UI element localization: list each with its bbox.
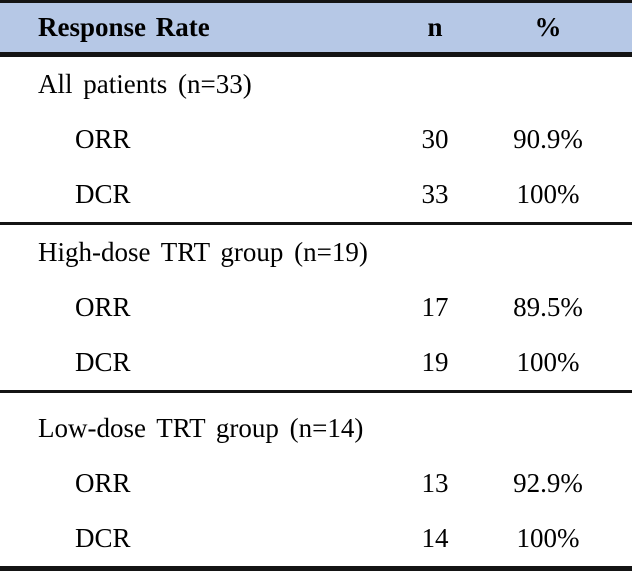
table-row: DCR 19 100%	[0, 335, 632, 390]
row-n-value: 14	[421, 523, 449, 553]
row-n-value: 19	[421, 347, 449, 377]
row-n-value: 33	[421, 179, 449, 209]
section-title-row: High-dose TRT group (n=19)	[0, 225, 632, 280]
header-col-response-rate: Response Rate	[38, 12, 210, 42]
row-label: ORR	[75, 468, 131, 498]
row-percent-value: 100%	[516, 347, 580, 377]
row-percent-value: 92.9%	[513, 468, 583, 498]
section-title: All patients (n=33)	[38, 69, 252, 99]
table-row: ORR 17 89.5%	[0, 280, 632, 335]
row-label: DCR	[75, 347, 131, 377]
row-n-value: 13	[421, 468, 449, 498]
section-title: High-dose TRT group (n=19)	[38, 237, 368, 267]
header-col-percent: %	[534, 12, 562, 42]
row-label: ORR	[75, 124, 131, 154]
row-percent-value: 100%	[516, 179, 580, 209]
row-label: DCR	[75, 523, 131, 553]
row-n-value: 17	[421, 292, 449, 322]
table-row: ORR 13 92.9%	[0, 456, 632, 511]
section-high-dose: High-dose TRT group (n=19) ORR 17 89.5% …	[0, 225, 632, 393]
row-percent-value: 90.9%	[513, 124, 583, 154]
section-title: Low-dose TRT group (n=14)	[38, 413, 364, 443]
row-percent-value: 100%	[516, 523, 580, 553]
section-title-row: All patients (n=33)	[0, 57, 632, 112]
section-all-patients: All patients (n=33) ORR 30 90.9% DCR 33 …	[0, 57, 632, 225]
row-percent-value: 89.5%	[513, 292, 583, 322]
header-col-n: n	[427, 12, 443, 42]
section-low-dose: Low-dose TRT group (n=14) ORR 13 92.9% D…	[0, 393, 632, 571]
table-row: DCR 14 100%	[0, 511, 632, 566]
section-title-row: Low-dose TRT group (n=14)	[0, 401, 632, 456]
table-header-row: Response Rate n %	[0, 0, 632, 57]
row-label: DCR	[75, 179, 131, 209]
table-row: ORR 30 90.9%	[0, 112, 632, 167]
table-row: DCR 33 100%	[0, 167, 632, 222]
row-label: ORR	[75, 292, 131, 322]
row-n-value: 30	[421, 124, 449, 154]
